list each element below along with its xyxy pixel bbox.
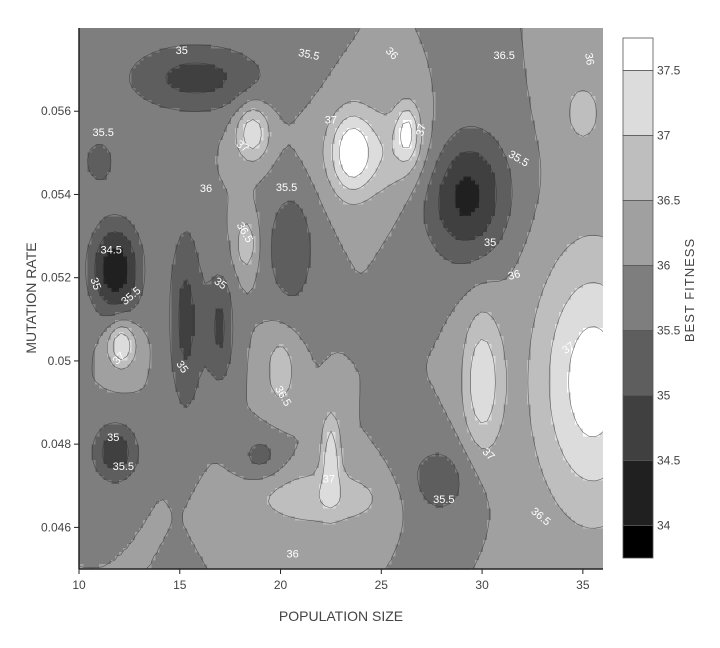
colorbar-tick-label: 34	[657, 519, 671, 533]
y-tick-label: 0.054	[41, 187, 71, 201]
x-axis-title: POPULATION SIZE	[279, 608, 403, 624]
contour-band	[87, 44, 512, 509]
colorbar-tick-label: 37	[657, 129, 671, 143]
x-tick-label: 35	[576, 578, 590, 592]
y-axis-ticks: 0.046 0.048 0.05 0.052 0.054 0.056	[41, 104, 79, 534]
contour-fills	[79, 28, 603, 569]
contour-label: 35	[173, 359, 190, 376]
colorbar-band	[622, 200, 654, 266]
colorbar-tick-label: 36	[657, 259, 671, 273]
colorbar-band	[622, 265, 654, 331]
colorbar-band	[622, 395, 654, 461]
y-axis-title: MUTATION RATE	[23, 242, 39, 353]
contour-label: 36	[582, 52, 596, 66]
contour-label: 35.5	[433, 494, 454, 506]
contour-line	[339, 121, 603, 438]
y-tick-label: 0.05	[48, 354, 72, 368]
x-tick-label: 15	[173, 578, 187, 592]
contour-band	[339, 120, 603, 437]
colorbar-tick-label: 37.5	[657, 64, 681, 78]
contour-label: 35	[212, 275, 229, 292]
x-tick-label: 25	[375, 578, 389, 592]
colorbar-band	[622, 525, 654, 559]
contour-label: 37	[323, 473, 335, 485]
contour-label: 35	[87, 276, 102, 292]
contour-label: 34.5	[100, 245, 121, 257]
contour-band	[107, 92, 603, 529]
contour-lines	[79, 28, 603, 569]
contour-label: 35.5	[113, 461, 134, 473]
contour-label: 37	[234, 138, 251, 155]
contour-label: 37	[560, 340, 577, 357]
contour-label: 36	[286, 548, 298, 560]
contour-label: 37	[414, 123, 429, 138]
x-tick-label: 20	[274, 578, 288, 592]
contour-line	[102, 176, 481, 293]
colorbar: 34 34.5 35 35.5 36 36.5 37 37.5	[622, 37, 681, 559]
contour-label: 35.5	[276, 182, 297, 194]
contour-line	[94, 62, 497, 470]
colorbar-tick-label: 35	[657, 389, 671, 403]
y-tick-label: 0.056	[41, 104, 71, 118]
colorbar-tick-label: 35.5	[657, 324, 681, 338]
colorbar-band	[622, 135, 654, 201]
contour-band	[79, 28, 603, 569]
contour-label: 35.5	[297, 47, 320, 63]
contour-label: 36	[200, 183, 212, 195]
x-tick-label: 30	[475, 578, 489, 592]
contour-line	[112, 109, 603, 509]
contour-band	[115, 112, 603, 509]
contour-label: 36	[507, 268, 522, 283]
contour-label: 37	[325, 114, 337, 126]
y-tick-label: 0.048	[41, 437, 71, 451]
contour-label: 35	[176, 45, 188, 57]
colorbar-tick-label: 36.5	[657, 194, 681, 208]
x-axis-ticks: 10 15 20 25 30 35	[72, 569, 590, 592]
y-tick-label: 0.052	[41, 271, 71, 285]
y-tick-label: 0.046	[41, 520, 71, 534]
contour-line	[106, 89, 603, 529]
colorbar-tick-label: 34.5	[657, 454, 681, 468]
x-tick-label: 10	[72, 578, 86, 592]
colorbar-band	[622, 37, 654, 71]
colorbar-band	[622, 70, 654, 136]
contour-label: 35	[107, 432, 119, 444]
contour-line	[85, 44, 513, 507]
colorbar-title: BEST FITNESS	[682, 238, 697, 342]
contour-label: 35	[484, 237, 496, 249]
contour-label: 35.5	[92, 127, 113, 139]
contour-line	[79, 28, 542, 569]
colorbar-band	[622, 460, 654, 526]
colorbar-band	[622, 330, 654, 396]
contour-label: 36.5	[493, 50, 514, 62]
